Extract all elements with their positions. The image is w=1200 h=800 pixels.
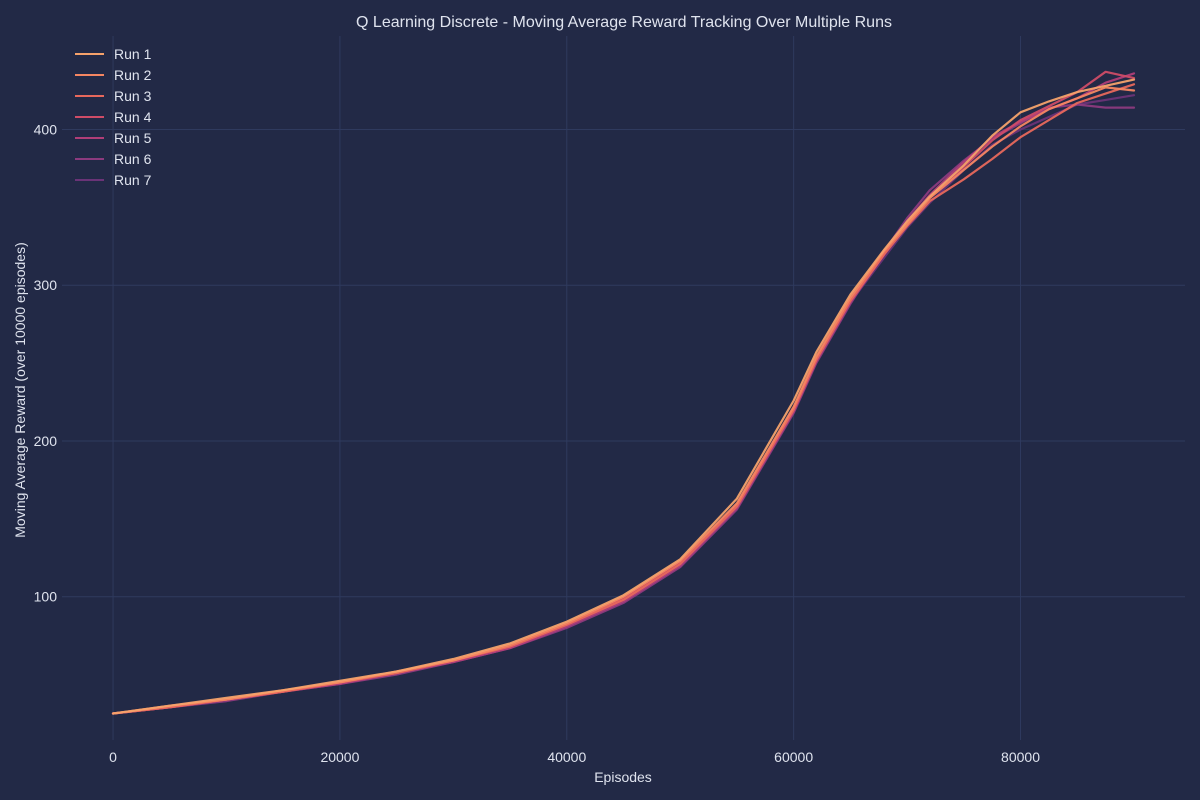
x-tick-label: 20000 <box>320 749 359 765</box>
legend-label: Run 2 <box>114 67 152 83</box>
chart-title: Q Learning Discrete - Moving Average Rew… <box>356 14 892 31</box>
y-tick-label: 400 <box>34 121 58 137</box>
series-line-run-1 <box>111 78 1136 715</box>
series-line-run-2 <box>111 86 1136 715</box>
x-tick-label: 0 <box>109 749 117 765</box>
y-tick-label: 200 <box>34 433 58 449</box>
x-tick-label: 80000 <box>1001 749 1040 765</box>
legend-label: Run 5 <box>114 130 152 146</box>
x-axis-label: Episodes <box>594 769 652 785</box>
legend-label: Run 1 <box>114 46 152 62</box>
y-tick-label: 300 <box>34 277 58 293</box>
y-tick-label: 100 <box>34 589 58 605</box>
tick-labels: 0 20000 40000 60000 80000 100 200 300 400 <box>34 121 1041 765</box>
series-lines <box>111 70 1136 715</box>
y-axis-label: Moving Average Reward (over 10000 episod… <box>12 242 28 537</box>
legend: Run 1 Run 2 Run 3 Run 4 Run 5 Run 6 Run 7 <box>75 46 152 188</box>
x-tick-label: 40000 <box>547 749 586 765</box>
legend-label: Run 7 <box>114 172 152 188</box>
legend-label: Run 6 <box>114 151 152 167</box>
legend-label: Run 4 <box>114 109 152 125</box>
x-tick-label: 60000 <box>774 749 813 765</box>
legend-label: Run 3 <box>114 88 152 104</box>
